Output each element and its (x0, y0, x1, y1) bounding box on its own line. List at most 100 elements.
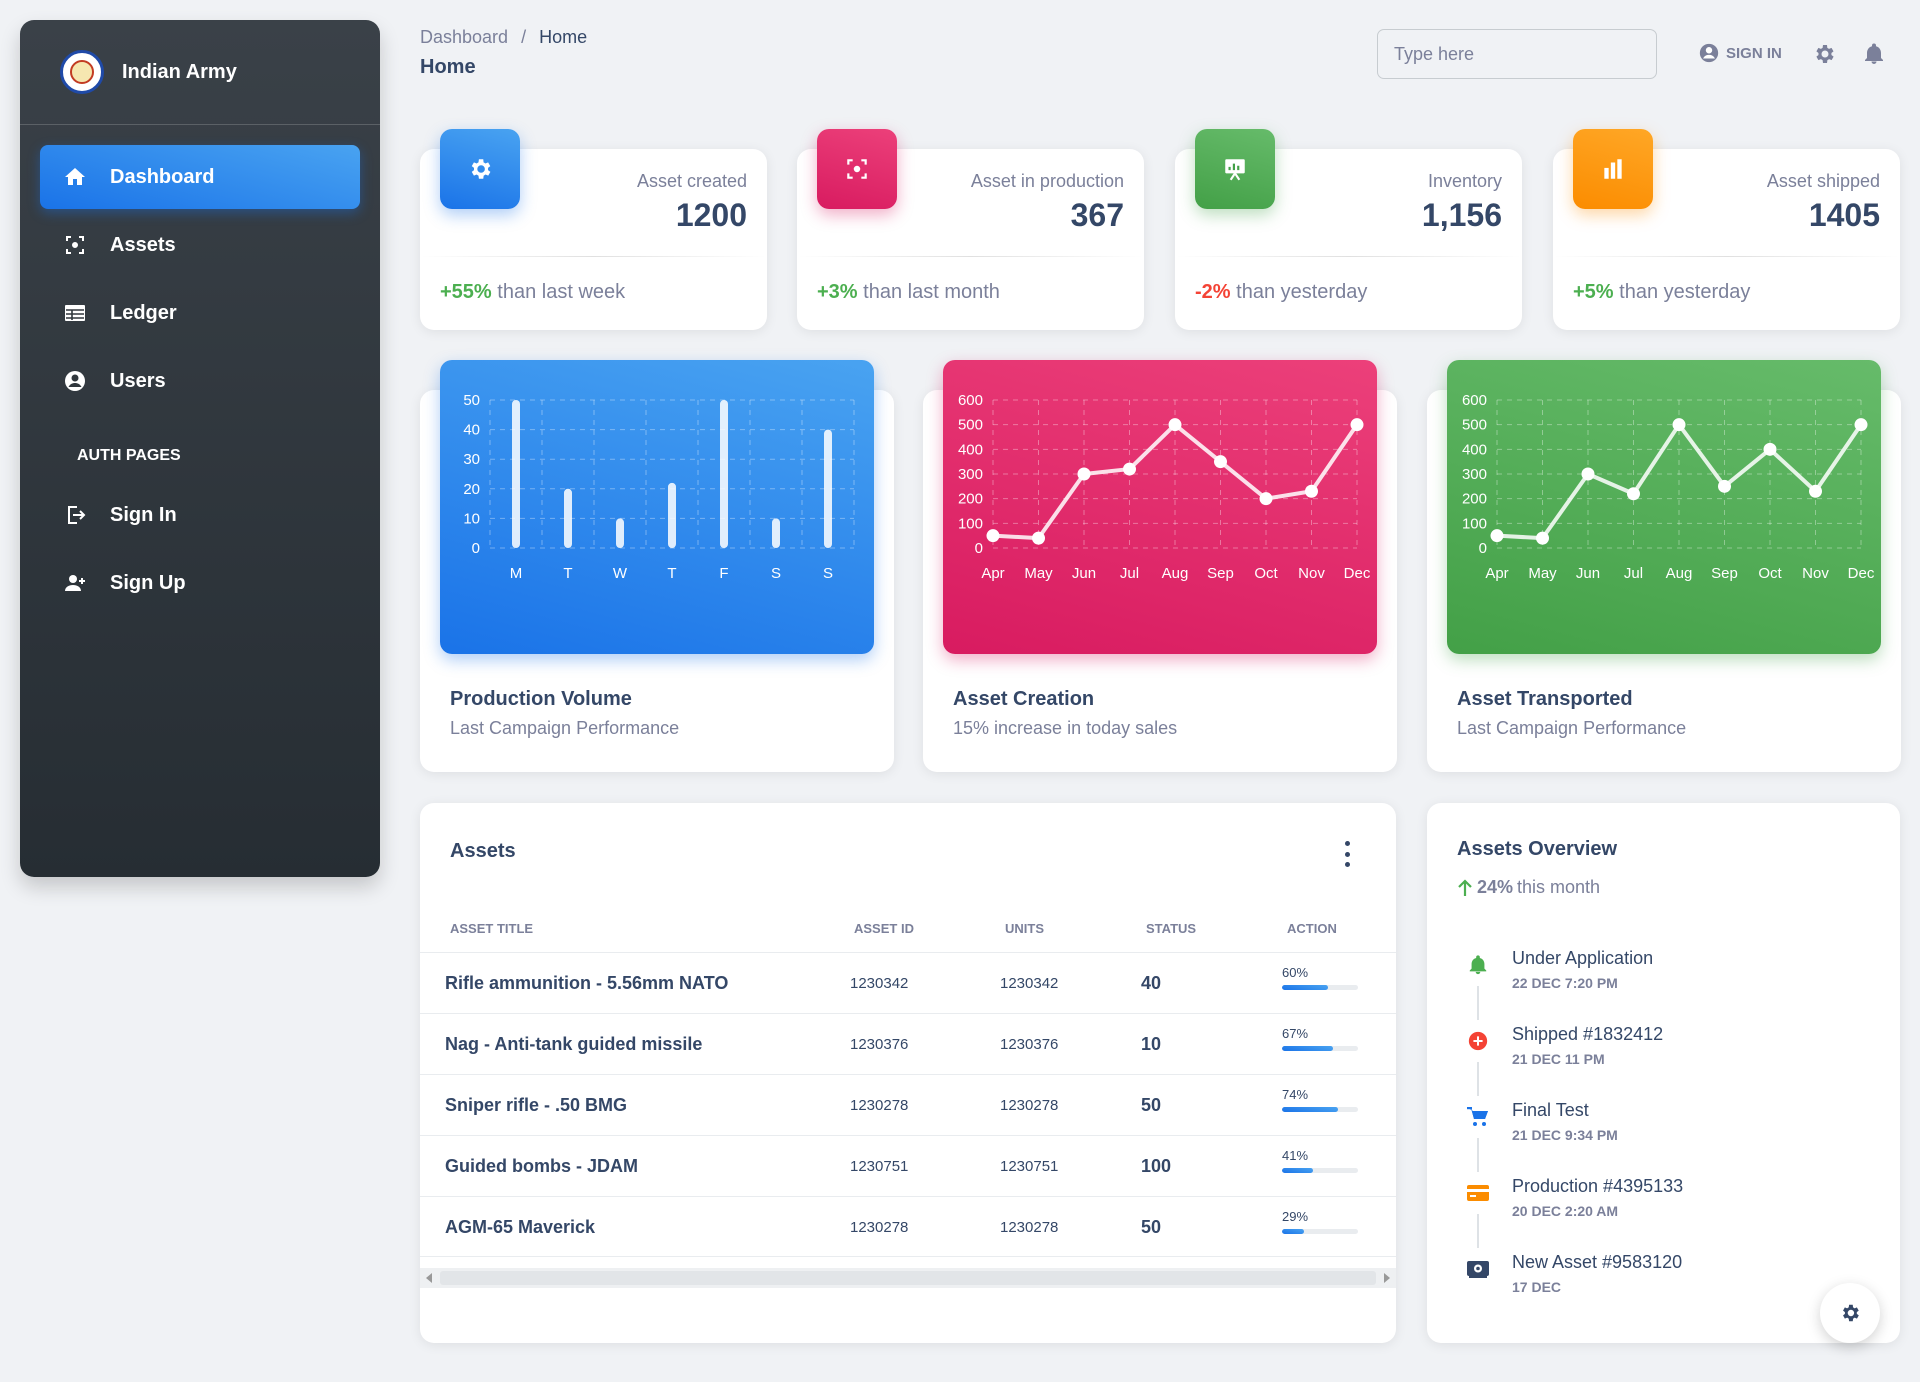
stat-label: Inventory (1427, 171, 1502, 191)
timeline-connector (1477, 1062, 1479, 1096)
stat-change: -2% (1195, 281, 1231, 303)
sign-in-button[interactable]: SIGN IN (1698, 42, 1782, 64)
timeline-title: New Asset #9583120 (1512, 1252, 1683, 1272)
y-tick-label: 500 (958, 417, 983, 434)
progress-label: 74% (1282, 1087, 1309, 1102)
sidebar-item-sign-in[interactable]: Sign In (40, 483, 360, 547)
column-header-asset-id[interactable]: ASSET ID (854, 921, 914, 936)
timeline-connector (1477, 1214, 1479, 1248)
target-icon (817, 129, 897, 209)
y-tick-label: 0 (1479, 540, 1487, 557)
timeline-item[interactable]: Shipped #1832412 21 DEC 11 PM (1457, 1024, 1877, 1100)
sidebar-item-label: Sign Up (110, 571, 186, 594)
sidebar-nav: Dashboard Assets Ledger Users AUTH PAGES (20, 125, 380, 615)
card-title: Assets Overview (1457, 838, 1618, 860)
asset-title: AGM-65 Maverick (445, 1217, 596, 1237)
sidebar-item-ledger[interactable]: Ledger (40, 281, 360, 345)
stat-card-asset-created: Asset created 1200 +55% than last week (420, 129, 767, 330)
stat-value: 1,156 (1421, 197, 1502, 233)
asset-id: 1230278 (850, 1219, 909, 1236)
stat-change-text: than last week (497, 281, 626, 303)
timeline-item[interactable]: Final Test 21 DEC 9:34 PM (1457, 1100, 1877, 1176)
sidebar-item-users[interactable]: Users (40, 349, 360, 413)
table-row[interactable]: Guided bombs - JDAM 1230751 1230751 100 … (420, 1135, 1396, 1196)
y-tick-label: 600 (958, 392, 983, 409)
data-point (1581, 467, 1595, 481)
timeline-item[interactable]: Under Application 22 DEC 7:20 PM (1457, 948, 1877, 1024)
search-input[interactable] (1377, 29, 1657, 79)
asset-title: Rifle ammunition - 5.56mm NATO (445, 973, 729, 993)
data-point (986, 529, 1000, 543)
stat-footer: +3% than last month (817, 281, 1000, 304)
overview-change-value: 24% (1477, 877, 1514, 897)
progress-bar: 67% (1282, 1026, 1358, 1051)
brand[interactable]: Indian Army (20, 20, 380, 125)
stat-value: 367 (1070, 197, 1124, 233)
x-tick-label: Aug (1666, 565, 1693, 582)
horizontal-scrollbar[interactable] (420, 1268, 1396, 1288)
data-point (1672, 418, 1686, 432)
asset-title: Sniper rifle - .50 BMG (445, 1095, 628, 1115)
table-row[interactable]: AGM-65 Maverick 1230278 1230278 50 29% (420, 1196, 1396, 1257)
brand-name: Indian Army (122, 60, 237, 83)
x-tick-label: Apr (981, 565, 1004, 582)
x-tick-label: Jul (1624, 565, 1643, 582)
asset-units: 1230278 (1000, 1097, 1059, 1114)
bar (824, 429, 832, 548)
timeline-title: Final Test (1512, 1100, 1589, 1120)
x-tick-label: M (510, 565, 523, 582)
asset-id: 1230751 (850, 1158, 909, 1175)
timeline-title: Under Application (1512, 948, 1654, 968)
data-point (1854, 418, 1868, 432)
data-point (1259, 492, 1273, 506)
sidebar-section-title: AUTH PAGES (77, 447, 181, 464)
y-tick-label: 0 (472, 540, 480, 557)
table-row[interactable]: Sniper rifle - .50 BMG 1230278 1230278 5… (420, 1074, 1396, 1135)
bar (616, 518, 624, 548)
breadcrumb-separator: / (521, 27, 527, 47)
configurator-gear-button[interactable] (1820, 1283, 1880, 1343)
bar-chart-icon (1573, 129, 1653, 209)
asset-title: Nag - Anti-tank guided missile (445, 1034, 703, 1054)
divider (1175, 256, 1522, 257)
asset-status: 40 (1141, 973, 1162, 993)
scroll-right-icon[interactable] (1384, 1273, 1390, 1283)
overview-change-text: this month (1517, 877, 1601, 897)
login-icon (62, 502, 88, 528)
timeline-title: Shipped #1832412 (1512, 1024, 1664, 1044)
key-icon (1465, 1256, 1491, 1282)
y-tick-label: 600 (1462, 392, 1487, 409)
column-header-action[interactable]: ACTION (1287, 921, 1337, 936)
more-vert-icon[interactable] (1342, 841, 1352, 867)
asset-creation-chart: 0 100 200 300 400 500 600 Apr May Jun Jul Aug Sep Oct… (943, 360, 1377, 654)
timeline-connector (1477, 986, 1479, 1020)
progress-bar: 60% (1282, 965, 1358, 990)
sidebar-item-sign-up[interactable]: Sign Up (40, 551, 360, 615)
column-header-status[interactable]: STATUS (1146, 921, 1197, 936)
notifications-bell-icon[interactable] (1861, 41, 1887, 67)
column-header-units[interactable]: UNITS (1005, 921, 1044, 936)
x-tick-label: S (823, 565, 833, 582)
scroll-left-icon[interactable] (426, 1273, 432, 1283)
sidebar-item-assets[interactable]: Assets (40, 213, 360, 277)
column-header-asset-title[interactable]: ASSET TITLE (450, 921, 534, 936)
table-row[interactable]: Rifle ammunition - 5.56mm NATO 1230342 1… (420, 952, 1396, 1013)
asset-status: 50 (1141, 1217, 1162, 1237)
y-tick-label: 30 (463, 451, 480, 468)
x-tick-label: Aug (1162, 565, 1189, 582)
bar (772, 518, 780, 548)
table-row[interactable]: Nag - Anti-tank guided missile 1230376 1… (420, 1013, 1396, 1074)
progress-label: 67% (1282, 1026, 1309, 1041)
assets-icon (62, 232, 88, 258)
stat-change: +55% (440, 281, 492, 303)
breadcrumb-root[interactable]: Dashboard (420, 27, 509, 47)
stat-change-text: than yesterday (1619, 281, 1751, 303)
scrollbar-thumb[interactable] (440, 1271, 1376, 1285)
asset-units: 1230751 (1000, 1158, 1059, 1175)
credit-card-icon (1465, 1180, 1491, 1206)
sidebar-item-label: Sign In (110, 503, 177, 526)
sidebar-item-dashboard[interactable]: Dashboard (40, 145, 360, 209)
timeline-item[interactable]: New Asset #9583120 17 DEC (1457, 1252, 1877, 1328)
timeline-item[interactable]: Production #4395133 20 DEC 2:20 AM (1457, 1176, 1877, 1252)
settings-gear-icon[interactable] (1811, 41, 1837, 67)
